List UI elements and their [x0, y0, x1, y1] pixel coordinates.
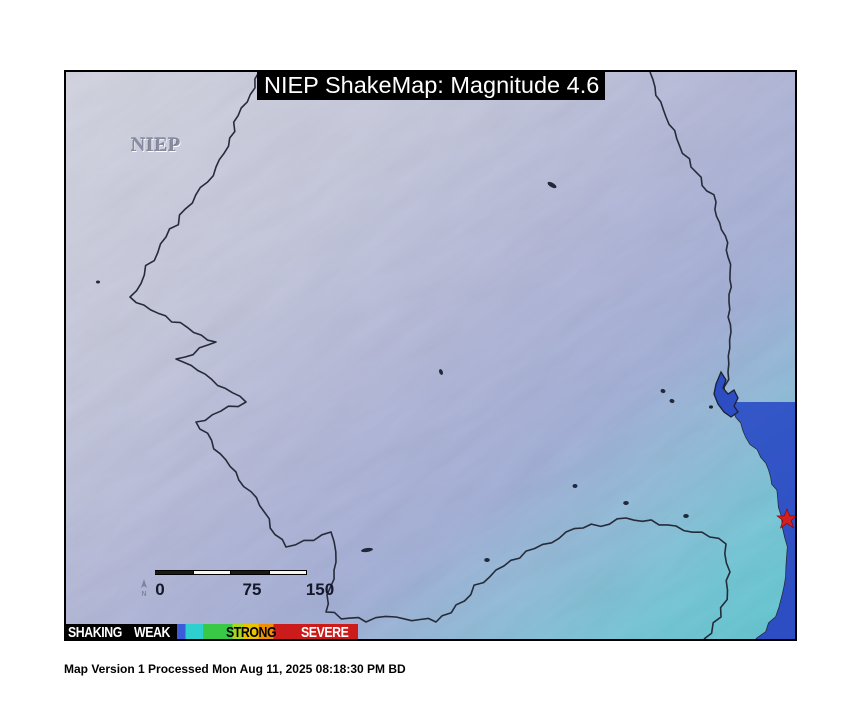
svg-text:N: N — [141, 591, 146, 598]
